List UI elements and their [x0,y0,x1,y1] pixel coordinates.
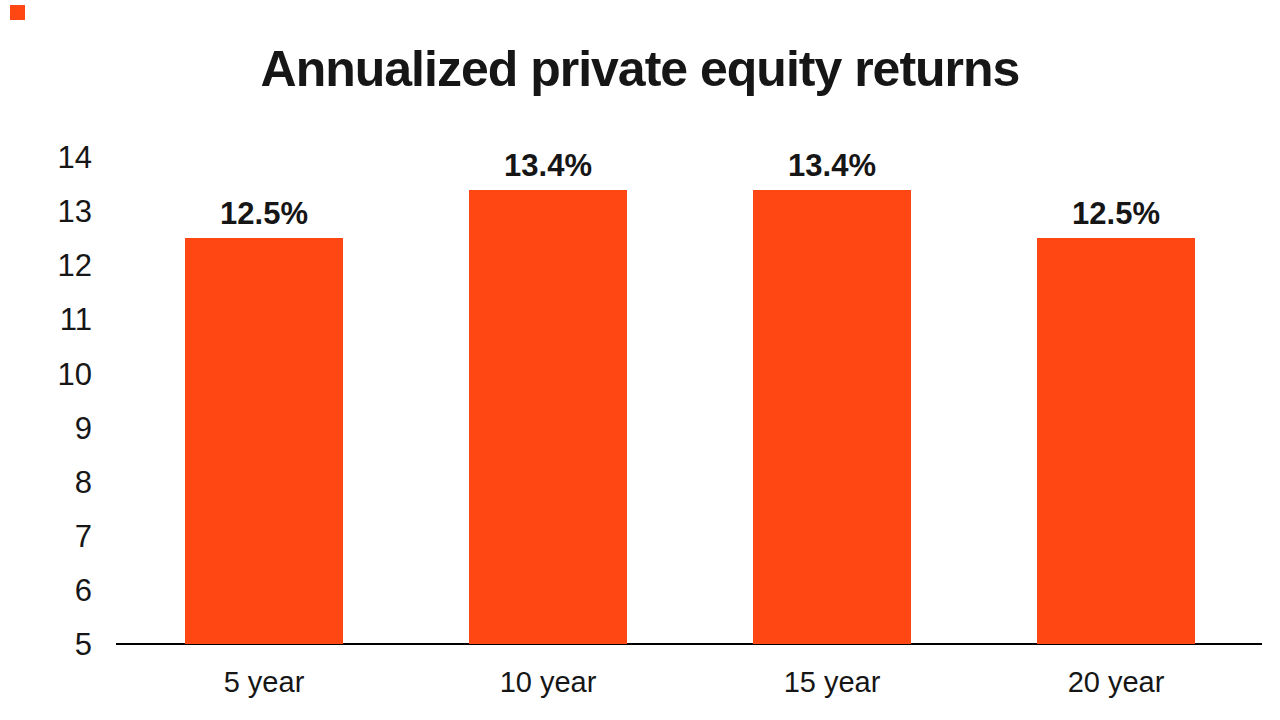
bar-value-label: 12.5% [125,198,403,229]
bar-group-5-year: 12.5% 5 year [185,0,343,720]
bar-group-10-year: 13.4% 10 year [469,0,627,720]
y-axis-tick-label: 10 [58,358,92,389]
y-axis: 5 6 7 8 9 10 11 12 13 14 [0,0,92,720]
y-axis-tick-label: 6 [75,574,92,605]
bar-group-20-year: 12.5% 20 year [1037,0,1195,720]
y-axis-tick-label: 13 [58,196,92,227]
y-axis-tick-label: 8 [75,466,92,497]
y-axis-tick-label: 11 [60,304,92,335]
y-axis-tick-label: 12 [58,250,92,281]
y-axis-tick-label: 14 [58,142,92,173]
bar-10-year [469,190,627,644]
chart-canvas: Annualized private equity returns 567891… [0,0,1280,720]
y-axis-tick-label: 7 [75,520,92,551]
bar-value-label: 12.5% [977,198,1255,229]
x-axis-category-label: 15 year [693,668,971,697]
bar-15-year [753,190,911,644]
bar-5-year [185,238,343,644]
x-axis-category-label: 5 year [125,668,403,697]
bar-value-label: 13.4% [693,150,971,181]
x-axis-category-label: 20 year [977,668,1255,697]
x-axis-category-label: 10 year [409,668,687,697]
bar-value-label: 13.4% [409,150,687,181]
bar-20-year [1037,238,1195,644]
y-axis-tick-label: 9 [75,412,92,443]
y-axis-tick-label: 5 [75,629,92,660]
plot-area: 5 6 7 8 9 10 11 12 13 14 12.5% 5 year 13.4% 10 ye… [0,0,1280,720]
bar-group-15-year: 13.4% 15 year [753,0,911,720]
